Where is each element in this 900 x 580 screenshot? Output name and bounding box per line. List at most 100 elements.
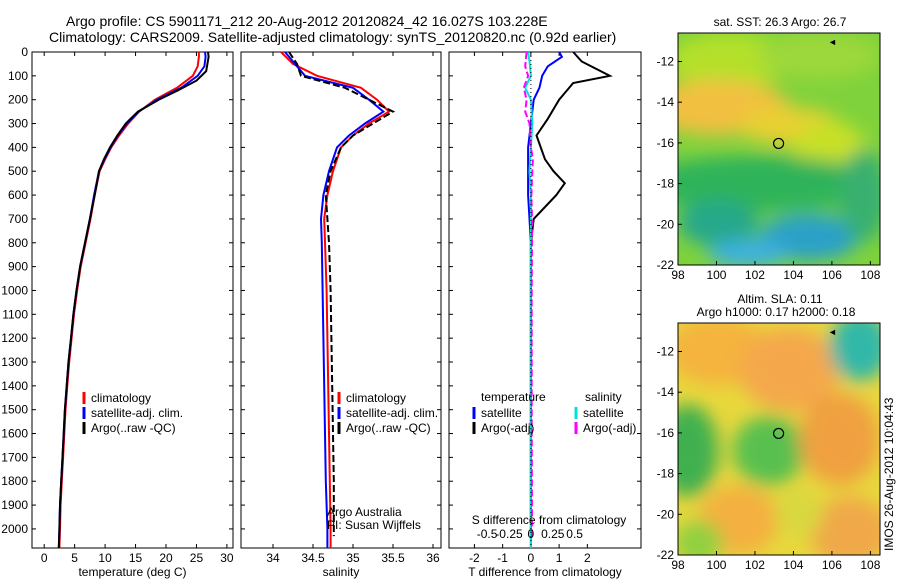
depth-tick-label: 1500 xyxy=(1,403,28,417)
map-y-tick-label: -22 xyxy=(657,258,675,272)
depth-tick-label: 0 xyxy=(21,45,28,59)
annotation-text: Argo Australia xyxy=(327,505,402,519)
sst-map-title: sat. SST: 26.3 Argo: 26.7 xyxy=(714,15,847,29)
map-x-tick-label: 100 xyxy=(706,558,726,572)
map-color-patch xyxy=(758,33,880,80)
legend-label: Argo(..raw -QC) xyxy=(346,421,431,435)
map-x-tick-label: 102 xyxy=(745,268,765,282)
map-y-tick-label: -14 xyxy=(657,385,675,399)
x-tick-label: -2 xyxy=(469,551,480,565)
map-color-patch xyxy=(839,149,880,242)
x-tick-label: 5 xyxy=(71,551,78,565)
legend-title-temperature: temperature xyxy=(481,390,546,404)
legend-label: climatology xyxy=(346,391,406,405)
map-color-patch xyxy=(678,200,759,247)
series-argo xyxy=(57,51,210,549)
x-tick-label: 0 xyxy=(528,551,535,565)
map-y-tick-label: -18 xyxy=(657,467,675,481)
x-tick-label: 10 xyxy=(98,551,112,565)
figure-title-line2: Climatology: CARS2009. Satellite-adjuste… xyxy=(49,29,616,45)
sst-map-panel: sat. SST: 26.3 Argo: 26.7 98 100 102 104 106 1… xyxy=(657,15,881,282)
series-climatology xyxy=(58,52,200,549)
depth-tick-label: 1700 xyxy=(1,450,28,464)
legend-label: satellite xyxy=(481,406,522,420)
legend-label: satellite-adj. clim. xyxy=(91,406,183,420)
depth-tick-label: 2000 xyxy=(1,522,28,536)
x-axis-label: salinity xyxy=(323,565,360,579)
sla-map-frame xyxy=(677,322,881,556)
x-tick-label: 1 xyxy=(556,551,563,565)
sst-map-frame xyxy=(677,32,881,266)
s-tick-label: 0.5 xyxy=(566,527,583,541)
island-mark: ◄ xyxy=(828,327,837,337)
map-color-patch xyxy=(678,404,719,497)
x-tick-label: 0 xyxy=(41,551,48,565)
map-x-tick-label: 106 xyxy=(822,558,842,572)
map-x-tick-label: 106 xyxy=(822,268,842,282)
map-x-tick-label: 98 xyxy=(671,558,685,572)
depth-tick-label: 1300 xyxy=(1,355,28,369)
depth-tick-label: 1200 xyxy=(1,331,28,345)
map-x-tick-label: 108 xyxy=(860,558,880,572)
map-y-tick-label: -22 xyxy=(657,548,675,562)
depth-tick-label: 400 xyxy=(8,140,28,154)
depth-tick-label: 600 xyxy=(8,188,28,202)
map-x-tick-label: 102 xyxy=(745,558,765,572)
island-mark: ◄ xyxy=(828,37,837,47)
map-color-patch xyxy=(708,239,790,265)
difference-panel: -2 -1 0 1 2T difference from climatology -0.5… xyxy=(448,51,642,579)
sla-map-title-line1: Altim. SLA: 0.11 xyxy=(737,292,822,306)
depth-tick-label: 1900 xyxy=(1,498,28,512)
map-color-patch xyxy=(738,327,840,412)
series-satellite xyxy=(284,51,386,548)
series-satellite xyxy=(57,51,207,549)
map-color-patch xyxy=(678,520,723,555)
map-color-patch xyxy=(774,490,824,537)
x-tick-label: 34 xyxy=(266,551,280,565)
map-x-tick-label: 98 xyxy=(671,268,685,282)
annotation-text: PI: Susan Wijffels xyxy=(327,518,421,532)
map-y-tick-label: -20 xyxy=(657,217,675,231)
depth-tick-label: 200 xyxy=(8,93,28,107)
map-blobs xyxy=(678,33,880,265)
sla-map-field xyxy=(678,323,880,555)
map-y-tick-label: -12 xyxy=(657,344,675,358)
s-tick-label: 0.25 xyxy=(541,527,565,541)
map-color-patch xyxy=(678,33,790,89)
map-y-tick-label: -16 xyxy=(657,426,675,440)
x-tick-label: 34.5 xyxy=(301,551,325,565)
salinity-panel: 34 34.5 35 35.5 36 salinity climatologysatelli… xyxy=(240,51,442,579)
x-tick-label: 20 xyxy=(159,551,173,565)
argo-location-marker xyxy=(772,427,785,440)
legend-label: Argo(-adj) xyxy=(583,421,636,435)
depth-tick-label: 1100 xyxy=(2,307,28,321)
map-color-patch xyxy=(809,497,880,555)
depth-tick-label: 300 xyxy=(8,117,28,131)
depth-tick-label: 100 xyxy=(8,69,28,83)
s-tick-label: 0 xyxy=(528,527,535,541)
map-y-tick-label: -18 xyxy=(657,177,675,191)
legend-label: Argo(-adj) xyxy=(481,421,534,435)
x-tick-label: 36 xyxy=(426,551,440,565)
legend-title-salinity: salinity xyxy=(585,390,622,404)
depth-tick-label: 1600 xyxy=(1,427,28,441)
map-color-patch xyxy=(829,323,880,381)
x-tick-label: 35 xyxy=(346,551,360,565)
depth-tick-label: 800 xyxy=(8,236,28,250)
depth-tick-label: 1000 xyxy=(1,283,28,297)
map-y-tick-label: -14 xyxy=(657,95,675,109)
sst-map-field xyxy=(678,33,880,265)
argo-location-marker xyxy=(772,137,785,150)
legend-label: satellite-adj. clim. xyxy=(346,406,438,420)
series-t-satellite xyxy=(527,51,564,548)
x-tick-label: 15 xyxy=(129,551,143,565)
legend-label: climatology xyxy=(91,391,151,405)
salinity-axes-frame xyxy=(240,51,442,549)
map-y-tick-label: -12 xyxy=(657,54,675,68)
difference-axes-frame xyxy=(448,51,642,549)
x-tick-label: 35.5 xyxy=(381,551,405,565)
x-tick-label: 2 xyxy=(584,551,591,565)
s-tick-label: -0.25 xyxy=(495,527,523,541)
